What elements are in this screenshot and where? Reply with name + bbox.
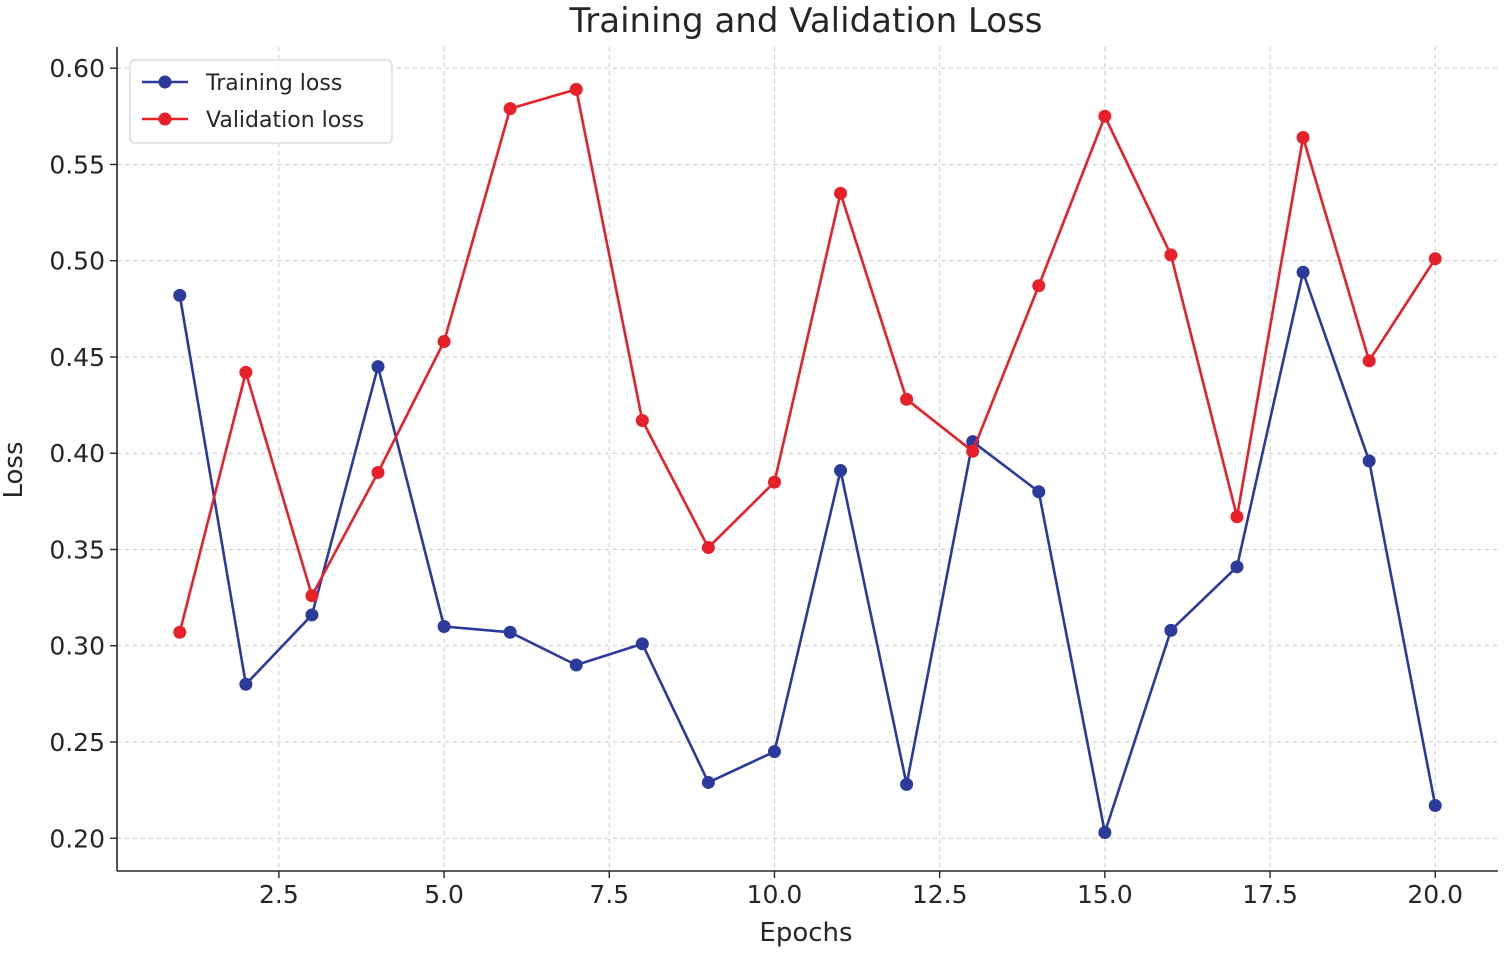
- validation-loss-point: [1296, 130, 1310, 144]
- x-tick-label: 12.5: [912, 880, 968, 909]
- training-loss-point: [1098, 825, 1112, 839]
- validation-loss-point: [834, 186, 848, 200]
- validation-loss-point: [1428, 252, 1442, 266]
- validation-loss-point: [1098, 109, 1112, 123]
- training-loss-point: [1032, 485, 1046, 499]
- training-loss-point: [437, 619, 451, 633]
- grid-lines: [117, 47, 1498, 871]
- training-loss-point: [767, 745, 781, 759]
- training-loss-point: [900, 777, 914, 791]
- training-loss-line: [178, 270, 1437, 834]
- validation-loss-point: [569, 82, 583, 96]
- validation-loss-point: [1032, 279, 1046, 293]
- validation-loss-point: [503, 102, 517, 116]
- x-tick-label: 5.0: [424, 880, 464, 909]
- legend-label-training-loss: Training loss: [205, 71, 342, 96]
- training-loss-point: [371, 360, 385, 374]
- training-loss-point: [1230, 560, 1244, 574]
- validation-loss-point: [1230, 510, 1244, 524]
- training-loss-point: [1428, 799, 1442, 813]
- y-tick-label: 0.30: [49, 632, 105, 661]
- training-loss-point: [635, 637, 649, 651]
- y-tick-label: 0.35: [49, 535, 105, 564]
- legend-swatch-marker-training-loss: [158, 75, 172, 89]
- training-loss-point: [239, 677, 253, 691]
- validation-loss-point: [767, 475, 781, 489]
- x-tick-label: 20.0: [1407, 880, 1463, 909]
- training-loss-point: [701, 775, 715, 789]
- y-tick-label: 0.60: [49, 54, 105, 83]
- validation-loss-point: [1164, 248, 1178, 262]
- axes: 2.5 5.0 7.5 10.0 12.5 15.0 17.5 20.0 0.20 0.25 0.3…: [49, 47, 1498, 909]
- training-loss-point: [1164, 623, 1178, 637]
- legend-box: [129, 59, 393, 144]
- y-axis-label: Loss: [0, 441, 29, 498]
- y-tick-label: 0.40: [49, 439, 105, 468]
- y-tick-label: 0.25: [49, 728, 105, 757]
- training-loss-point: [569, 658, 583, 672]
- validation-loss-point: [966, 444, 980, 458]
- legend-swatch-marker-validation-loss: [158, 112, 172, 126]
- x-tick-label: 17.5: [1242, 880, 1298, 909]
- x-tick-label: 2.5: [259, 880, 299, 909]
- validation-loss-point: [371, 465, 385, 479]
- training-loss-point: [1362, 454, 1376, 468]
- x-tick-label: 15.0: [1077, 880, 1133, 909]
- validation-loss-point: [1362, 354, 1376, 368]
- validation-loss-point: [701, 541, 715, 555]
- y-tick-label: 0.50: [49, 247, 105, 276]
- y-tick-label: 0.20: [49, 824, 105, 853]
- series-layer: [173, 82, 1442, 839]
- training-loss-point: [173, 288, 187, 302]
- legend-label-validation-loss: Validation loss: [206, 108, 364, 133]
- validation-loss-point: [173, 625, 187, 639]
- chart-title: Training and Validation Loss: [568, 1, 1042, 41]
- y-tick-label: 0.45: [49, 343, 105, 372]
- y-tick-label: 0.55: [49, 150, 105, 179]
- validation-loss-point: [635, 413, 649, 427]
- validation-loss-point: [900, 392, 914, 406]
- x-tick-label: 7.5: [589, 880, 629, 909]
- validation-loss-point: [437, 335, 451, 349]
- validation-loss-point: [239, 365, 253, 379]
- training-loss-point: [503, 625, 517, 639]
- training-loss-point: [1296, 265, 1310, 279]
- x-axis-label: Epochs: [759, 918, 852, 948]
- training-loss-point: [834, 464, 848, 478]
- legend: Training loss Validation loss: [129, 59, 393, 144]
- validation-loss-point: [305, 589, 319, 603]
- validation-loss-line: [178, 88, 1437, 633]
- training-loss-point: [305, 608, 319, 622]
- x-tick-label: 10.0: [747, 880, 803, 909]
